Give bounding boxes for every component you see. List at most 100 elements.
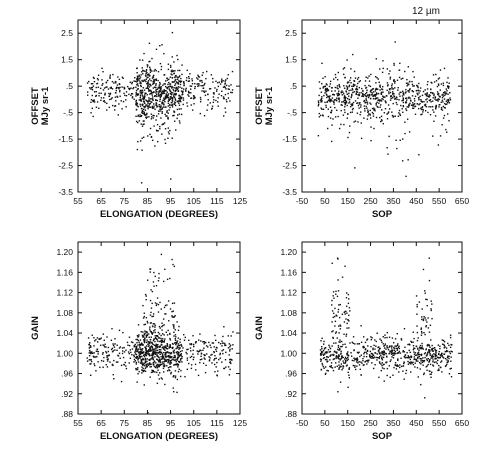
data-point (324, 347, 327, 349)
data-point (136, 84, 138, 86)
data-point (111, 97, 113, 99)
data-point (217, 370, 219, 372)
data-point (149, 93, 151, 95)
data-point (224, 80, 226, 82)
data-point (396, 344, 399, 346)
data-point (152, 76, 155, 79)
data-point (174, 87, 176, 89)
data-point (122, 77, 124, 80)
data-point (91, 89, 94, 91)
data-point (148, 349, 151, 351)
data-point (321, 337, 323, 340)
data-point (428, 359, 431, 362)
data-point (141, 79, 143, 82)
data-point (446, 361, 449, 364)
data-point (180, 354, 182, 357)
data-point (412, 341, 414, 343)
data-point (413, 97, 416, 100)
data-point (344, 102, 347, 104)
data-point (167, 352, 169, 354)
data-point (191, 83, 194, 85)
scatter-points (317, 41, 452, 178)
data-point (360, 106, 362, 108)
data-point (156, 140, 159, 143)
data-point (153, 82, 155, 84)
data-point (90, 363, 92, 365)
data-point (377, 97, 379, 99)
data-point (337, 279, 339, 281)
data-point (345, 335, 347, 337)
data-point (149, 98, 151, 100)
data-point (386, 346, 388, 349)
data-point (145, 295, 147, 297)
data-point (141, 349, 143, 352)
data-point (321, 347, 323, 350)
data-point (148, 73, 150, 75)
x-tick-label: 450 (409, 418, 423, 428)
data-point (325, 104, 327, 107)
data-point (375, 82, 377, 84)
data-point (437, 144, 440, 146)
data-point (432, 365, 435, 367)
data-point (449, 334, 452, 336)
data-point (187, 362, 190, 365)
data-point (102, 82, 104, 85)
data-point (165, 331, 167, 333)
data-point (169, 366, 171, 368)
data-point (170, 73, 172, 75)
data-point (332, 336, 334, 339)
data-point (90, 86, 93, 89)
data-point (202, 87, 205, 89)
data-point (373, 127, 375, 130)
data-point (319, 87, 321, 90)
data-point (145, 366, 147, 368)
data-point (413, 85, 415, 87)
data-point (153, 285, 155, 287)
data-point (370, 339, 373, 341)
data-point (114, 81, 117, 83)
data-point (161, 357, 164, 360)
data-point (149, 330, 151, 332)
data-point (334, 320, 337, 323)
data-point (136, 93, 139, 95)
data-point (166, 79, 169, 81)
data-point (364, 348, 367, 350)
data-point (362, 359, 364, 362)
data-point (360, 325, 362, 327)
data-point (152, 117, 155, 119)
data-point (143, 120, 145, 122)
data-point (326, 356, 328, 358)
data-point (422, 319, 425, 322)
data-point (143, 336, 145, 338)
data-point (122, 356, 125, 359)
data-point (174, 375, 177, 377)
data-point (151, 369, 153, 372)
data-point (321, 353, 323, 355)
data-point (213, 99, 215, 101)
data-point (121, 352, 124, 355)
data-point (169, 356, 171, 359)
data-point (378, 376, 380, 379)
data-point (353, 360, 355, 362)
data-point (431, 357, 434, 359)
data-point (421, 316, 423, 318)
data-point (139, 81, 142, 83)
data-point (143, 97, 146, 100)
data-point (208, 359, 211, 361)
data-point (363, 355, 365, 358)
data-point (331, 299, 333, 302)
data-point (346, 312, 348, 314)
data-point (178, 368, 180, 371)
data-point (434, 358, 436, 360)
data-point (413, 337, 415, 340)
data-point (387, 112, 389, 114)
data-point (143, 384, 145, 386)
data-point (108, 92, 110, 95)
data-point (147, 364, 150, 366)
data-point (223, 115, 225, 117)
data-point (171, 85, 173, 88)
data-point (140, 82, 142, 85)
data-point (386, 367, 389, 370)
data-point (153, 271, 155, 274)
data-point (143, 89, 146, 91)
